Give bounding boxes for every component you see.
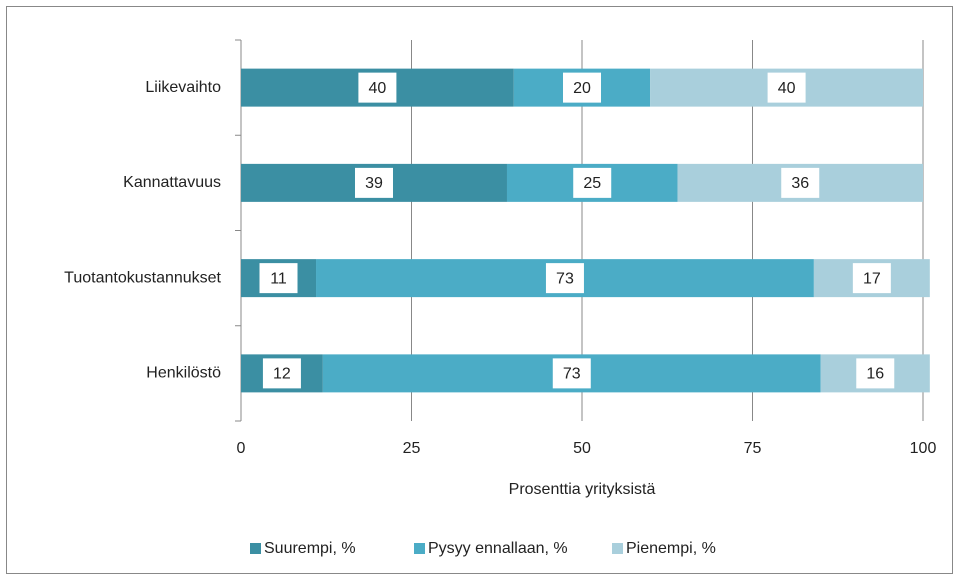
value-label: 40 [778,80,796,97]
value-label-box [545,263,584,294]
value-label-box [573,167,612,198]
value-label-box [856,358,895,389]
y-tick-label: Liikevaihto [145,79,221,96]
value-label: 20 [573,80,591,97]
legend-label: Pienempi, % [626,540,716,557]
y-tick-label: Henkilöstö [146,365,221,382]
value-label: 11 [270,270,287,287]
value-label-box [781,167,820,198]
x-tick-label: 0 [237,440,246,457]
legend-swatch [612,543,623,554]
value-label-box [563,72,601,103]
value-label: 25 [583,175,601,192]
legend-label: Pysyy ennallaan, % [428,540,568,557]
legend-label: Suurempi, % [264,540,356,557]
value-label-box [259,263,298,294]
y-tick-label: Kannattavuus [123,174,221,191]
legend-swatch [414,543,425,554]
value-label: 36 [791,175,809,192]
x-axis-title: Prosenttia yrityksistä [509,481,656,498]
value-label: 40 [369,80,387,97]
value-label: 73 [556,270,574,287]
value-label-box [852,263,891,294]
value-label-box [552,358,591,389]
value-label-box [767,72,806,103]
value-label: 73 [563,366,581,383]
x-tick-label: 100 [910,440,937,457]
value-label-box [354,167,393,198]
x-tick-label: 75 [744,440,762,457]
x-tick-label: 50 [573,440,591,457]
value-label-box [358,72,397,103]
value-label: 16 [866,366,884,383]
legend-swatch [250,543,261,554]
x-tick-label: 25 [403,440,421,457]
value-label-box [262,358,301,389]
value-label: 17 [863,270,881,287]
y-tick-label: Tuotantokustannukset [64,269,221,286]
value-label: 39 [365,175,383,192]
value-label: 12 [273,366,291,383]
